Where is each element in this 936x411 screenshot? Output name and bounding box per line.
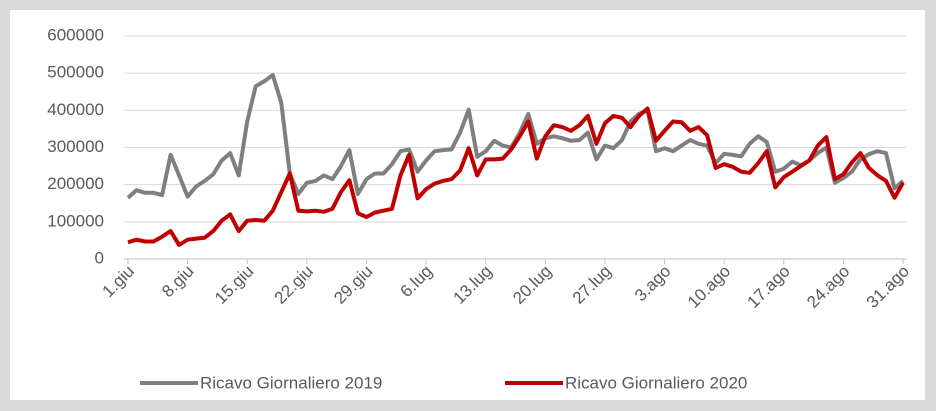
legend-label: Ricavo Giornaliero 2020 [565, 373, 747, 392]
series-line [127, 106, 905, 247]
y-tick-label: 200000 [47, 174, 104, 193]
y-tick-label: 400000 [47, 100, 104, 119]
y-tick-label: 300000 [47, 137, 104, 156]
chart-background [10, 10, 925, 400]
y-tick-label: 0 [95, 248, 104, 267]
y-tick-label: 500000 [47, 63, 104, 82]
legend-label: Ricavo Giornaliero 2019 [200, 373, 382, 392]
y-tick-label: 600000 [47, 25, 104, 44]
y-tick-label: 100000 [47, 211, 104, 230]
